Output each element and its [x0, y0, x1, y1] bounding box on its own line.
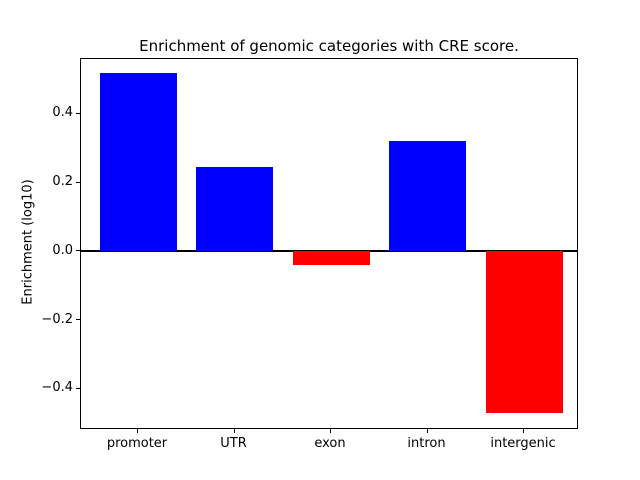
y-tick-mark	[76, 112, 80, 114]
plot-area	[80, 58, 578, 429]
chart-title: Enrichment of genomic categories with CR…	[139, 37, 519, 55]
y-tick-label: 0.2	[52, 174, 73, 190]
y-tick-label: −0.4	[41, 380, 73, 396]
x-tick-label-UTR: UTR	[220, 436, 247, 451]
bar-intergenic	[485, 251, 563, 413]
bar-UTR	[196, 167, 273, 252]
x-tick-mark	[523, 429, 524, 433]
x-tick-label-intron: intron	[407, 436, 446, 451]
x-tick-label-promoter: promoter	[106, 436, 168, 451]
y-tick-mark	[76, 319, 80, 321]
x-tick-label-exon: exon	[314, 436, 346, 451]
y-tick-mark	[76, 387, 80, 389]
x-tick-mark	[426, 429, 428, 433]
y-tick-label: −0.2	[41, 311, 73, 327]
x-tick-mark	[233, 429, 235, 433]
x-tick-mark	[137, 429, 138, 433]
bar-intron	[389, 141, 466, 252]
bar-promoter	[99, 72, 177, 252]
x-tick-mark	[330, 429, 331, 433]
bar-exon	[292, 251, 370, 266]
y-tick-label: 0.0	[52, 242, 73, 258]
y-tick-label: 0.4	[52, 105, 73, 121]
y-tick-mark	[76, 181, 80, 183]
y-tick-mark	[76, 250, 80, 252]
x-tick-label-intergenic: intergenic	[490, 436, 556, 451]
